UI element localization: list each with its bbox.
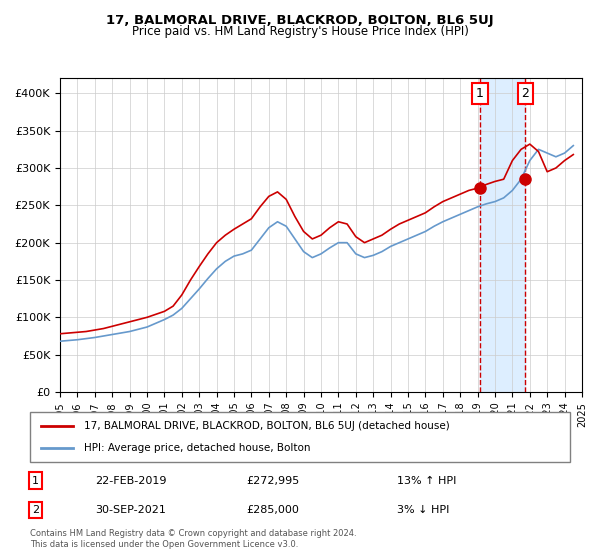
Text: 2: 2	[521, 87, 529, 100]
Text: Price paid vs. HM Land Registry's House Price Index (HPI): Price paid vs. HM Land Registry's House …	[131, 25, 469, 38]
Text: 30-SEP-2021: 30-SEP-2021	[95, 505, 166, 515]
FancyBboxPatch shape	[30, 412, 570, 462]
Text: 1: 1	[476, 87, 484, 100]
Text: 2: 2	[32, 505, 39, 515]
Bar	[480, 78, 526, 392]
Text: 1: 1	[32, 476, 39, 486]
Text: HPI: Average price, detached house, Bolton: HPI: Average price, detached house, Bolt…	[84, 443, 311, 453]
Text: 17, BALMORAL DRIVE, BLACKROD, BOLTON, BL6 5UJ (detached house): 17, BALMORAL DRIVE, BLACKROD, BOLTON, BL…	[84, 421, 450, 431]
Text: 13% ↑ HPI: 13% ↑ HPI	[397, 476, 457, 486]
Text: 3% ↓ HPI: 3% ↓ HPI	[397, 505, 449, 515]
Text: £285,000: £285,000	[246, 505, 299, 515]
Text: £272,995: £272,995	[246, 476, 299, 486]
Text: 17, BALMORAL DRIVE, BLACKROD, BOLTON, BL6 5UJ: 17, BALMORAL DRIVE, BLACKROD, BOLTON, BL…	[106, 14, 494, 27]
Text: Contains HM Land Registry data © Crown copyright and database right 2024.
This d: Contains HM Land Registry data © Crown c…	[30, 529, 356, 549]
Text: 22-FEB-2019: 22-FEB-2019	[95, 476, 166, 486]
